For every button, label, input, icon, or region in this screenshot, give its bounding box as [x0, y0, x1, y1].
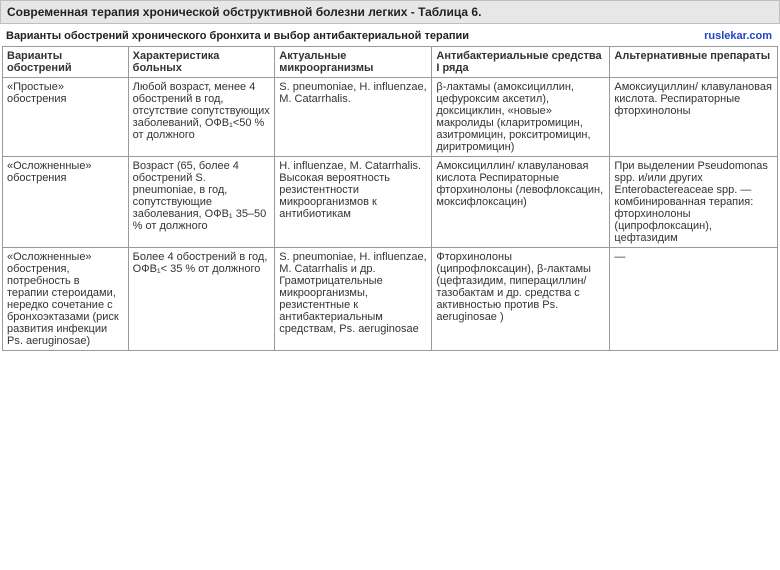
- cell: Амоксиуциллин/ клавулановая кислота. Рес…: [610, 78, 778, 157]
- col-header: Актуальные микроорганизмы: [275, 47, 432, 78]
- table-row: «Простые» обострения Любой возраст, мене…: [3, 78, 778, 157]
- cell: β-лактамы (амоксициллин, цефуроксим аксе…: [432, 78, 610, 157]
- page-title: Современная терапия хронической обструкт…: [0, 0, 780, 24]
- cell: Возраст (65, более 4 обострений S. pneum…: [128, 157, 275, 248]
- cell: —: [610, 248, 778, 351]
- cell: При выделении Pseudomonas spp. и/или дру…: [610, 157, 778, 248]
- table-row: «Осложненные» обострения Возраст (65, бо…: [3, 157, 778, 248]
- cell: Любой возраст, менее 4 обострений в год,…: [128, 78, 275, 157]
- subtitle: Варианты обострений хронического бронхит…: [6, 30, 469, 42]
- col-header: Варианты обострений: [3, 47, 129, 78]
- cell: H. influenzae, M. Catarrhalis. Высокая в…: [275, 157, 432, 248]
- subheader-row: Варианты обострений хронического бронхит…: [0, 24, 780, 44]
- cell: «Простые» обострения: [3, 78, 129, 157]
- col-header: Антибактериальные средства I ряда: [432, 47, 610, 78]
- cell: S. pneumoniae, H. influenzae, M. Catarrh…: [275, 78, 432, 157]
- cell: «Осложненные» обострения, потребность в …: [3, 248, 129, 351]
- table-row: «Осложненные» обострения, потребность в …: [3, 248, 778, 351]
- site-link[interactable]: ruslekar.com: [704, 30, 772, 42]
- therapy-table: Варианты обострений Характеристика больн…: [2, 46, 778, 351]
- cell: Более 4 обострений в год, ОФВ₁< 35 % от …: [128, 248, 275, 351]
- cell: S. pneumoniae, H. influenzae, M. Catarrh…: [275, 248, 432, 351]
- cell: Фторхинолоны (ципрофлоксацин), β-лактамы…: [432, 248, 610, 351]
- col-header: Характеристика больных: [128, 47, 275, 78]
- table-header-row: Варианты обострений Характеристика больн…: [3, 47, 778, 78]
- cell: Амоксициллин/ клавулановая кислота Респи…: [432, 157, 610, 248]
- col-header: Альтернативные препараты: [610, 47, 778, 78]
- cell: «Осложненные» обострения: [3, 157, 129, 248]
